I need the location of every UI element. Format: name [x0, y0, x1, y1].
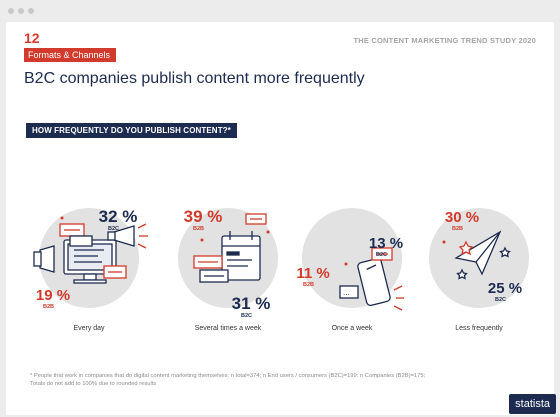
star-dot: [60, 216, 64, 220]
footnote-line-2: Totals do not add to 100% due to rounded…: [30, 381, 157, 387]
star-dot: [200, 238, 204, 242]
study-title: THE CONTENT MARKETING TREND STUDY 2020: [353, 36, 536, 45]
series-tag-b2c: B2C: [495, 297, 506, 303]
category-label: Every day: [73, 325, 105, 332]
section-tag: Formats & Channels: [24, 48, 117, 62]
value-label-b2b: 11 %: [296, 265, 329, 282]
chart-question: HOW FREQUENTLY DO YOU PUBLISH CONTENT?*: [26, 123, 237, 138]
smartphone-chat-icon: ...: [339, 247, 404, 311]
star-dot: [344, 262, 348, 266]
svg-text:...: ...: [343, 288, 350, 297]
page-number: 12: [24, 30, 40, 46]
calendar-chat-icon: [193, 213, 267, 283]
decorative-stars: [60, 216, 446, 266]
category-labels: Every day Several times a week Once a week…: [73, 325, 503, 332]
statista-logo[interactable]: statista: [509, 394, 556, 414]
series-tag-b2c: B2C: [108, 226, 119, 232]
series-tag-b2c: B2C: [376, 252, 387, 258]
value-label-b2c: 31 %: [232, 294, 271, 313]
category-label: Less frequently: [455, 325, 503, 332]
category-label: Several times a week: [195, 325, 262, 332]
star-dot: [442, 240, 446, 244]
series-tag-b2b: B2B: [193, 226, 204, 232]
value-label-b2b: 19 %: [36, 287, 70, 304]
footnote-line-1: * People that work in companies that do …: [30, 373, 426, 379]
value-label-b2c: 32 %: [99, 207, 138, 226]
series-tag-b2b: B2B: [452, 226, 463, 232]
value-label-b2c: 25 %: [488, 280, 522, 297]
paper-plane-icon: [454, 230, 511, 280]
value-label-b2b: 30 %: [445, 209, 479, 226]
window-titlebar: [0, 0, 560, 22]
star-dot: [266, 230, 270, 234]
value-label-b2b: 39 %: [184, 207, 223, 226]
series-tag-b2b: B2B: [43, 304, 54, 310]
series-tag-b2c: B2C: [241, 313, 252, 319]
footnote: * People that work in companies that do …: [30, 372, 460, 388]
window-dot: [28, 8, 34, 14]
page-title: B2C companies publish content more frequ…: [24, 70, 365, 87]
series-tag-b2b: B2B: [303, 282, 314, 288]
computer-megaphone-icon: [33, 223, 148, 284]
window-dot: [18, 8, 24, 14]
window-dot: [8, 8, 14, 14]
value-label-b2c: 13 %: [369, 235, 403, 252]
category-label: Once a week: [332, 325, 373, 332]
